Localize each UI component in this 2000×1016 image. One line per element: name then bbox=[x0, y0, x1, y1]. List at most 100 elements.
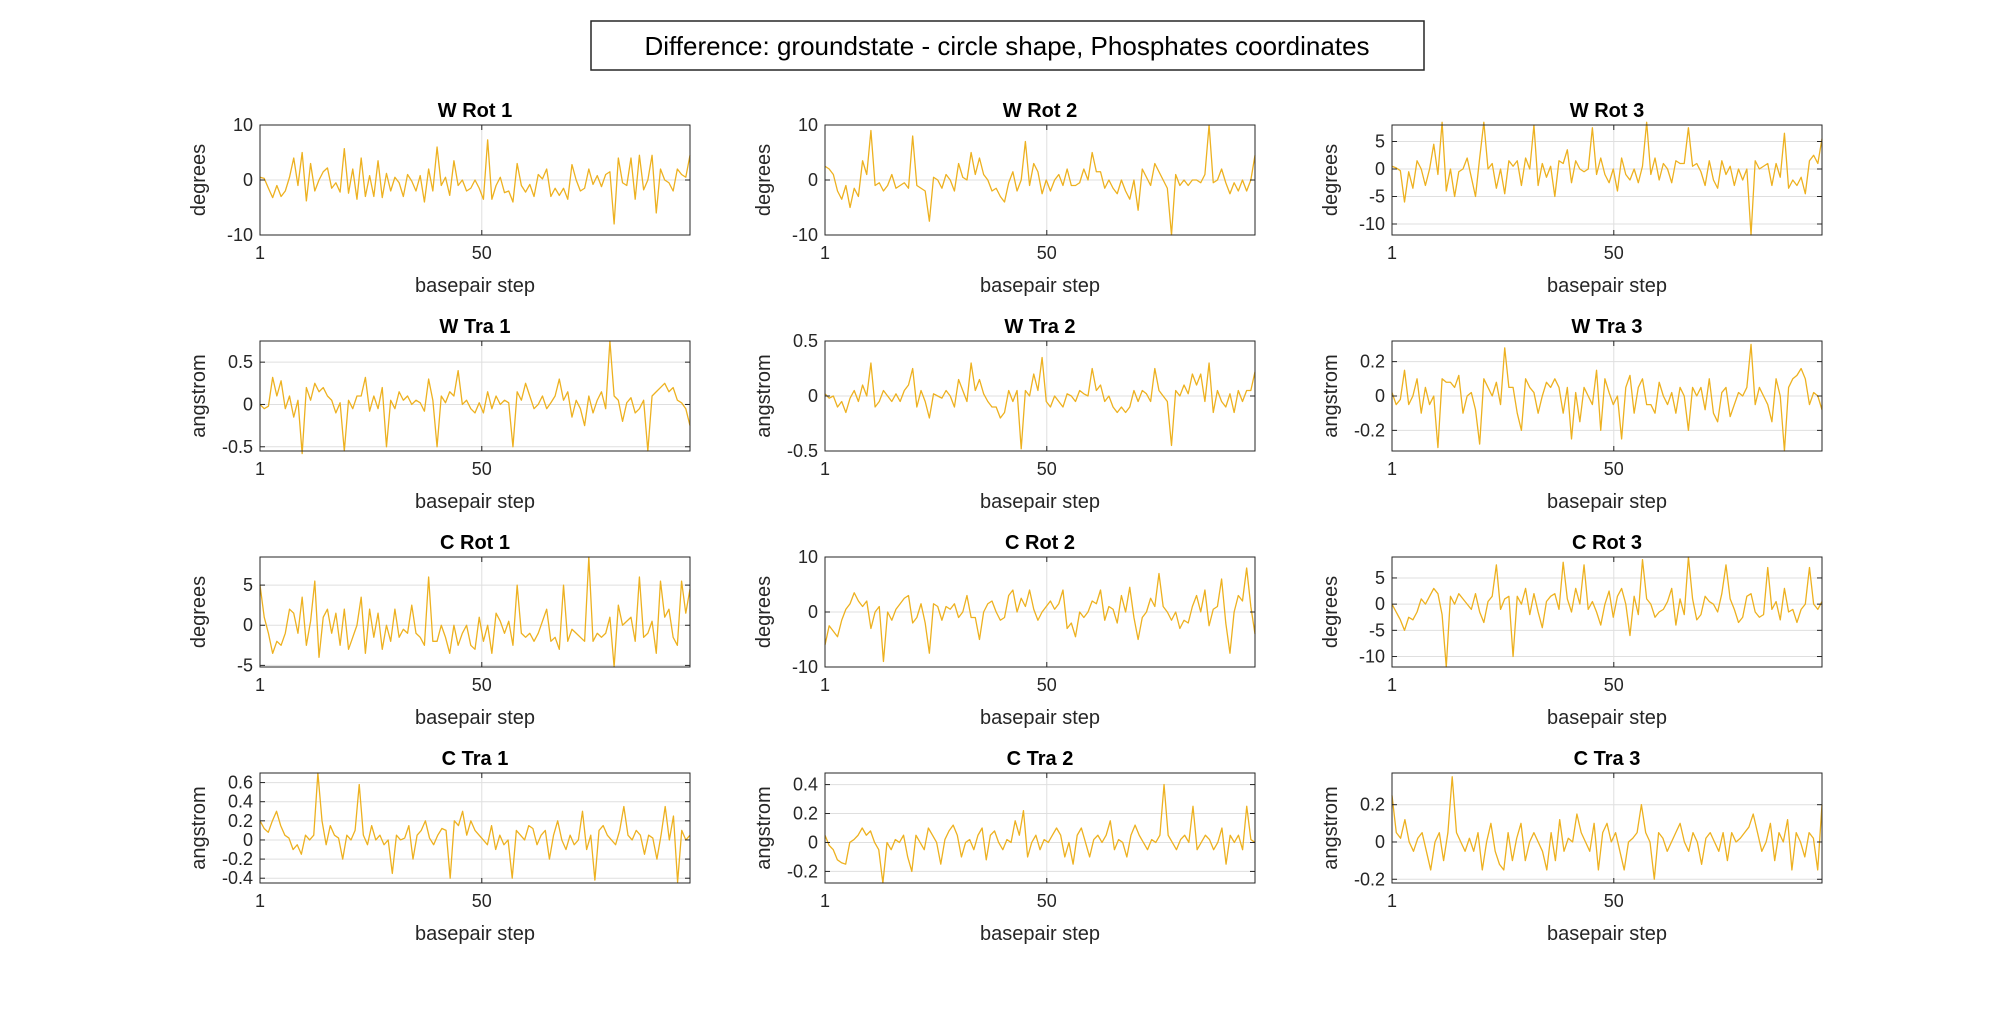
y-axis-label: degrees bbox=[188, 144, 210, 216]
y-axis-label: degrees bbox=[753, 576, 775, 648]
y-tick-label: 0 bbox=[1375, 832, 1385, 852]
x-axis-label: basepair step bbox=[1547, 275, 1667, 297]
y-tick-label: -5 bbox=[1369, 620, 1385, 640]
y-tick-label: 0 bbox=[808, 602, 818, 622]
subplot: -5 0 5 1 50 C Rot 1 basepair step degrees bbox=[188, 532, 691, 729]
y-tick-label: -5 bbox=[1369, 187, 1385, 207]
series-line bbox=[1391, 776, 1823, 880]
axes-box bbox=[259, 772, 691, 884]
x-tick-label: 1 bbox=[255, 891, 265, 911]
x-axis-label: basepair step bbox=[415, 707, 535, 729]
x-tick-label: 1 bbox=[255, 243, 265, 263]
axes-box bbox=[1391, 556, 1823, 668]
y-tick-label: 0.2 bbox=[1360, 352, 1385, 372]
y-axis-label: degrees bbox=[1320, 144, 1342, 216]
y-tick-label: 0 bbox=[1375, 386, 1385, 406]
x-tick-label: 1 bbox=[820, 459, 830, 479]
x-tick-label: 50 bbox=[1037, 891, 1057, 911]
series-line bbox=[824, 567, 1256, 663]
subplot-title: W Tra 3 bbox=[1571, 316, 1642, 338]
x-axis-label: basepair step bbox=[415, 491, 535, 513]
y-tick-label: -0.2 bbox=[1354, 420, 1385, 440]
x-tick-label: 50 bbox=[1604, 891, 1624, 911]
x-axis-label: basepair step bbox=[980, 275, 1100, 297]
y-tick-label: 0 bbox=[243, 830, 253, 850]
y-tick-label: -10 bbox=[792, 657, 818, 677]
figure-suptitle: Difference: groundstate - circle shape, … bbox=[590, 20, 1425, 71]
subplot: -10 0 10 1 50 W Rot 2 basepair step degrees bbox=[753, 100, 1256, 297]
x-axis-label: basepair step bbox=[415, 923, 535, 945]
series-line bbox=[824, 783, 1256, 884]
y-tick-label: -10 bbox=[1359, 647, 1385, 667]
y-tick-label: 5 bbox=[243, 575, 253, 595]
x-tick-label: 50 bbox=[1037, 675, 1057, 695]
y-tick-label: -0.2 bbox=[1354, 869, 1385, 889]
subplot: -0.4-0.200.20.40.6 1 50 C Tra 1 basepair ste… bbox=[188, 748, 691, 945]
y-axis-label: degrees bbox=[188, 576, 210, 648]
y-tick-label: 10 bbox=[798, 115, 818, 135]
x-axis-label: basepair step bbox=[415, 275, 535, 297]
axes-background bbox=[825, 773, 1255, 883]
x-axis-label: basepair step bbox=[980, 923, 1100, 945]
series-line bbox=[1391, 121, 1823, 236]
x-tick-label: 50 bbox=[1604, 459, 1624, 479]
x-tick-label: 50 bbox=[472, 675, 492, 695]
y-axis-label: angstrom bbox=[753, 786, 775, 869]
y-tick-label: 0 bbox=[243, 394, 253, 414]
axes-background bbox=[1392, 557, 1822, 667]
suptitle-box bbox=[590, 20, 1425, 71]
x-tick-label: 1 bbox=[255, 675, 265, 695]
subplot: -10 0 10 1 50 W Rot 1 basepair step degrees bbox=[188, 100, 691, 297]
series-line bbox=[259, 139, 691, 225]
y-tick-label: 10 bbox=[798, 547, 818, 567]
x-axis-label: basepair step bbox=[980, 707, 1100, 729]
y-tick-label: 0 bbox=[243, 170, 253, 190]
subplot-title: C Rot 3 bbox=[1572, 532, 1642, 554]
y-axis-label: degrees bbox=[753, 144, 775, 216]
x-axis-label: basepair step bbox=[1547, 923, 1667, 945]
x-tick-label: 50 bbox=[472, 891, 492, 911]
y-tick-label: -10 bbox=[1359, 214, 1385, 234]
x-tick-label: 50 bbox=[1037, 243, 1057, 263]
y-tick-label: 0.2 bbox=[793, 804, 818, 824]
y-axis-label: angstrom bbox=[188, 354, 210, 437]
subplot-title: W Rot 2 bbox=[1003, 100, 1077, 122]
y-tick-label: 0.4 bbox=[228, 792, 253, 812]
y-tick-label: 10 bbox=[233, 115, 253, 135]
axes-box bbox=[259, 556, 691, 668]
x-tick-label: 50 bbox=[472, 459, 492, 479]
axes-background bbox=[260, 557, 690, 667]
y-tick-label: 0.5 bbox=[228, 352, 253, 372]
subplot: -0.2 0 0.2 1 50 W Tra 3 basepair step angstrom bbox=[1320, 316, 1823, 513]
x-axis-label: basepair step bbox=[1547, 491, 1667, 513]
x-tick-label: 1 bbox=[255, 459, 265, 479]
y-tick-label: 5 bbox=[1375, 132, 1385, 152]
y-tick-label: 0.2 bbox=[228, 811, 253, 831]
series-line bbox=[259, 556, 691, 668]
subplot-title: W Tra 2 bbox=[1004, 316, 1075, 338]
subplot-title: C Tra 2 bbox=[1007, 748, 1074, 770]
y-tick-label: 5 bbox=[1375, 568, 1385, 588]
x-tick-label: 1 bbox=[1387, 459, 1397, 479]
x-tick-label: 1 bbox=[820, 675, 830, 695]
y-tick-label: -0.5 bbox=[222, 437, 253, 457]
y-tick-label: 0.2 bbox=[1360, 795, 1385, 815]
y-tick-label: -0.4 bbox=[222, 868, 253, 888]
x-axis-label: basepair step bbox=[1547, 707, 1667, 729]
subplot-title: C Rot 1 bbox=[440, 532, 510, 554]
y-tick-label: 0 bbox=[1375, 594, 1385, 614]
x-tick-label: 50 bbox=[1037, 459, 1057, 479]
axes-background bbox=[1392, 773, 1822, 883]
series-line bbox=[824, 356, 1256, 450]
subplot-title: C Rot 2 bbox=[1005, 532, 1075, 554]
subplot: -0.2 0 0.2 0.4 1 50 C Tra 2 basepair step angstr… bbox=[753, 748, 1256, 945]
axes-background bbox=[260, 773, 690, 883]
subplot-title: W Rot 1 bbox=[438, 100, 512, 122]
axes-box bbox=[1391, 124, 1823, 236]
subplot: -10 0 10 1 50 C Rot 2 basepair step degrees bbox=[753, 532, 1256, 729]
x-tick-label: 50 bbox=[1604, 675, 1624, 695]
axes-box bbox=[259, 340, 691, 452]
x-axis-label: basepair step bbox=[980, 491, 1100, 513]
